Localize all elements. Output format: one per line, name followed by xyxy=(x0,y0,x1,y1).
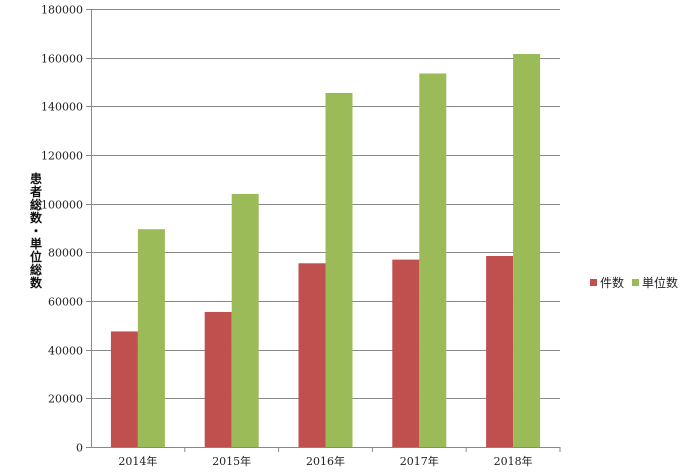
y-tick-label: 180000 xyxy=(41,4,83,17)
x-tick-label: 2014年 xyxy=(118,454,157,468)
y-axis-label: 患者総数・単位総数 xyxy=(29,171,43,290)
x-tick-label: 2015年 xyxy=(212,454,251,468)
y-tick-label: 100000 xyxy=(41,199,83,212)
y-tick-label: 0 xyxy=(76,442,83,455)
bar-count-2 xyxy=(204,311,232,447)
legend-swatch-count xyxy=(590,279,597,286)
y-tick-label: 140000 xyxy=(41,101,83,114)
y-tick-label: 60000 xyxy=(48,296,83,309)
x-tick-label: 2016年 xyxy=(306,454,345,468)
bar-count-5 xyxy=(486,255,514,447)
y-tick-label: 20000 xyxy=(48,393,83,406)
x-tick-label: 2018年 xyxy=(494,454,533,468)
bars xyxy=(110,54,541,448)
y-tick-label: 160000 xyxy=(41,53,83,66)
legend-swatch-units xyxy=(632,279,639,286)
bar-units-2 xyxy=(231,193,259,447)
bar-units-5 xyxy=(513,54,541,448)
legend-label-units: 単位数 xyxy=(642,275,678,290)
bar-count-4 xyxy=(392,259,420,447)
legend: 件数 単位数 xyxy=(590,275,678,290)
bar-units-3 xyxy=(325,92,353,447)
x-tick-labels: 2014年 2015年 2016年 2017年 2018年 xyxy=(118,454,532,468)
legend-label-count: 件数 xyxy=(600,275,624,290)
bar-units-1 xyxy=(137,229,165,447)
y-axis-label-text: 患者総数・単位総数 xyxy=(29,171,43,290)
x-tick-label: 2017年 xyxy=(400,454,439,468)
y-tick-label: 120000 xyxy=(41,150,83,163)
axes xyxy=(91,9,561,452)
y-tick-labels: 0 20000 40000 60000 80000 100000 120000 140000 1… xyxy=(41,4,83,455)
bar-count-1 xyxy=(110,331,138,447)
y-tick-label: 80000 xyxy=(48,247,83,260)
y-tick-label: 40000 xyxy=(48,345,83,358)
bar-units-4 xyxy=(419,73,447,447)
bar-count-3 xyxy=(298,263,326,447)
